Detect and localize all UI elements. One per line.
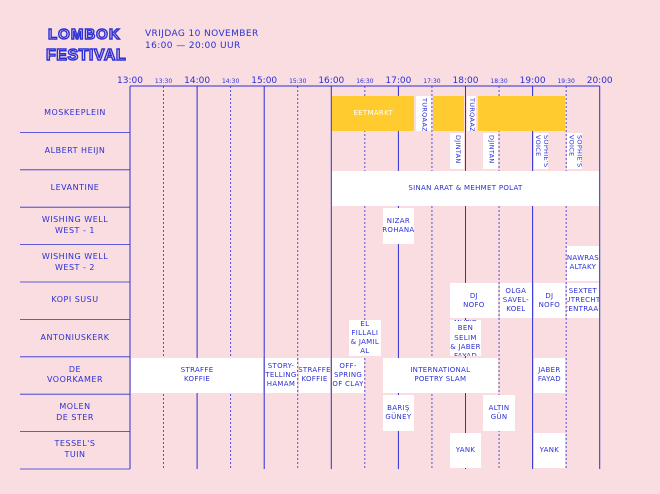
half-hour-label: 17:30	[423, 78, 441, 85]
event-title: NIZAR ROHANA	[382, 216, 415, 234]
event-title: SINAN ARAT & MEHMET POLAT	[408, 183, 523, 192]
event-block[interactable]: DJINTAN	[449, 133, 465, 169]
event-block[interactable]: DJ NOFO	[533, 283, 566, 319]
event-block[interactable]: DJ NOFO	[449, 283, 499, 319]
event-block[interactable]: STORY- TELLING HAMAM	[265, 357, 297, 394]
event-block[interactable]: OLGA SAVEL- KOEL	[500, 283, 532, 319]
event-block[interactable]: SOPHIE'S VOICE	[533, 133, 549, 169]
event-block[interactable]: TURQAAZE	[416, 96, 431, 132]
event-block[interactable]: JABER FAYAD	[533, 357, 566, 394]
hour-label: 15:00	[251, 76, 278, 86]
event-block[interactable]: EETMARKT	[332, 96, 415, 132]
event-title: INTERNATIONAL POETRY SLAM	[410, 366, 471, 384]
hour-label: 18:00	[452, 76, 479, 86]
venue-label: ANTONIUSKERK	[40, 332, 110, 342]
venue-label: ALBERT HEIJN	[44, 145, 106, 155]
event-title: BARIŞ GÜNEY	[385, 403, 412, 421]
event-title: DJINTAN	[454, 135, 462, 164]
half-hour-label: 16:30	[356, 78, 374, 85]
hour-label: 13:00	[117, 76, 143, 86]
lombok-festival-logo: LOMBOK FESTIVAL	[46, 25, 126, 64]
event-title: SOPHIE'S VOICE	[533, 135, 549, 168]
venue-label: MOLEN DE STER	[56, 402, 94, 422]
half-hour-label: 19:30	[557, 78, 575, 85]
event-block[interactable]: SEXTETUTRECHTCENTRAAL	[567, 283, 599, 319]
event-block[interactable]: INTERNATIONAL POETRY SLAM	[382, 357, 499, 394]
event-title: DJINTAN	[487, 135, 496, 164]
event-block[interactable]: YANK	[533, 432, 566, 468]
venue-label: TESSEL'S TUIN	[54, 439, 96, 460]
hour-label: 19:00	[519, 76, 546, 86]
event-block[interactable]: STRAFFE KOFFIE	[131, 357, 264, 394]
event-title: JABER FAYAD	[537, 366, 561, 384]
event-block[interactable]: YANK	[449, 432, 482, 468]
event-block[interactable]: SINAN ARAT & MEHMET POLAT	[332, 170, 599, 207]
event-block[interactable]: TURQAAZE	[466, 96, 476, 132]
logo-line2: FESTIVAL	[46, 47, 126, 64]
venue-label: LEVANTINE	[50, 183, 100, 193]
venue-label: WISHING WELL WEST - 2	[41, 252, 109, 273]
event-title: YANK	[539, 445, 560, 454]
event-block[interactable]: NIZAR ROHANA	[382, 208, 415, 244]
half-hour-label: 18:30	[490, 78, 508, 85]
event-title: TURQAAZE	[420, 98, 429, 132]
hour-label: 17:00	[385, 76, 412, 86]
venue-label: MOSKEEPLEIN	[44, 108, 106, 118]
event-title: OFF- SPRING OF CLAY	[332, 361, 364, 389]
event-block[interactable]: SOPHIE'S VOICE	[567, 133, 582, 169]
festival-hours: 16:00 — 20:00 UUR	[145, 41, 241, 51]
event-title: STRAFFE KOFFIE	[180, 366, 214, 384]
event-title: STRAFFE KOFFIE	[298, 366, 331, 384]
venue-label: KOPI SUSU	[51, 295, 99, 305]
festival-date: VRIJDAG 10 NOVEMBER	[145, 29, 259, 39]
event-title: NAWRAS ALTAKY	[567, 254, 599, 272]
event-block[interactable]: DJINTAN	[483, 133, 499, 169]
half-hour-label: 15:30	[289, 78, 307, 85]
event-title: TURQAAZE	[467, 98, 476, 132]
event-title: DJ NOFO	[463, 291, 485, 309]
event-title: OLGA SAVEL- KOEL	[502, 287, 529, 314]
event-block[interactable]: NAWRAS ALTAKY	[567, 245, 599, 281]
event-title: STORY- TELLING HAMAM	[265, 361, 297, 389]
event-title: ALTIN GÜN	[488, 403, 510, 421]
event-title: SOPHIE'S VOICE	[567, 135, 582, 168]
event-block[interactable]: STRAFFE KOFFIE	[298, 357, 331, 394]
event-block[interactable]: BARIŞ GÜNEY	[382, 395, 415, 431]
event-title: EETMARKT	[353, 109, 393, 118]
event-title: YANK	[455, 445, 476, 454]
venue-label: WISHING WELL WEST - 1	[41, 215, 109, 235]
hour-label: 16:00	[318, 76, 345, 86]
event-block[interactable]	[477, 96, 566, 132]
event-block[interactable]: ALTIN GÜN	[483, 395, 515, 431]
event-block[interactable]: OFF- SPRING OF CLAY	[332, 357, 364, 394]
half-hour-label: 13:30	[154, 78, 173, 85]
event-title: DJ NOFO	[538, 291, 561, 309]
event-block[interactable]	[432, 96, 465, 132]
event-title: SEXTETUTRECHTCENTRAAL	[567, 287, 599, 314]
logo-line1: LOMBOK	[48, 26, 121, 43]
hour-label: 20:00	[586, 76, 613, 86]
half-hour-label: 14:30	[221, 78, 240, 85]
hour-label: 14:00	[184, 76, 211, 86]
venue-label: DE VOORKAMER	[46, 364, 104, 385]
